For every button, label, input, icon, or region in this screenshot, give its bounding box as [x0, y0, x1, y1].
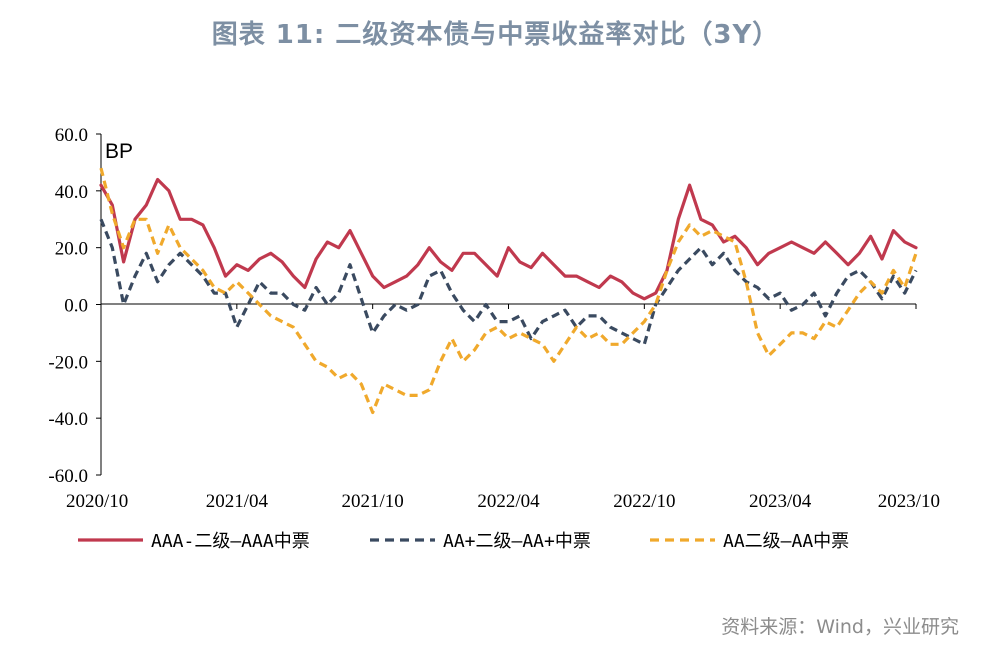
- y-tick-label: -40.0: [48, 409, 88, 430]
- line-chart: 60.0 40.0 20.0 0.0 -20.0 -40.0 -60.0 2020/10 202…: [48, 125, 940, 552]
- series-line-1: [99, 177, 918, 301]
- source-note: 资料来源：Wind，兴业研究: [721, 616, 959, 638]
- y-tick-label: 40.0: [55, 182, 88, 203]
- x-tick-label: 2023/04: [749, 491, 812, 512]
- y-tick-label: -20.0: [48, 352, 88, 373]
- x-tick-label: 2021/04: [206, 491, 269, 512]
- legend-label-1: AAA-二级—AAA中票: [151, 531, 310, 552]
- legend-label-3: AA二级—AA中票: [723, 531, 849, 552]
- x-tick-label: 2023/10: [878, 491, 940, 512]
- plot-area: 60.0 40.0 20.0 0.0 -20.0 -40.0 -60.0 2020/10 202…: [48, 125, 940, 552]
- series-line-2: [99, 218, 918, 346]
- series-line-3: [99, 167, 918, 415]
- y-tick-label: 20.0: [55, 239, 88, 260]
- legend-label-2: AA+二级—AA+中票: [443, 531, 591, 552]
- x-tick-label: 2021/10: [342, 491, 404, 512]
- chart-title: 图表 11: 二级资本债与中票收益率对比（3Y）: [211, 20, 780, 50]
- x-tick-label: 2020/10: [66, 491, 128, 512]
- y-tick-label: 0.0: [64, 296, 88, 317]
- y-unit-label: BP: [105, 140, 133, 163]
- y-tick-label: -60.0: [48, 466, 88, 487]
- x-tick-label: 2022/10: [613, 491, 675, 512]
- y-tick-label: 60.0: [55, 125, 88, 146]
- x-tick-label: 2022/04: [477, 491, 540, 512]
